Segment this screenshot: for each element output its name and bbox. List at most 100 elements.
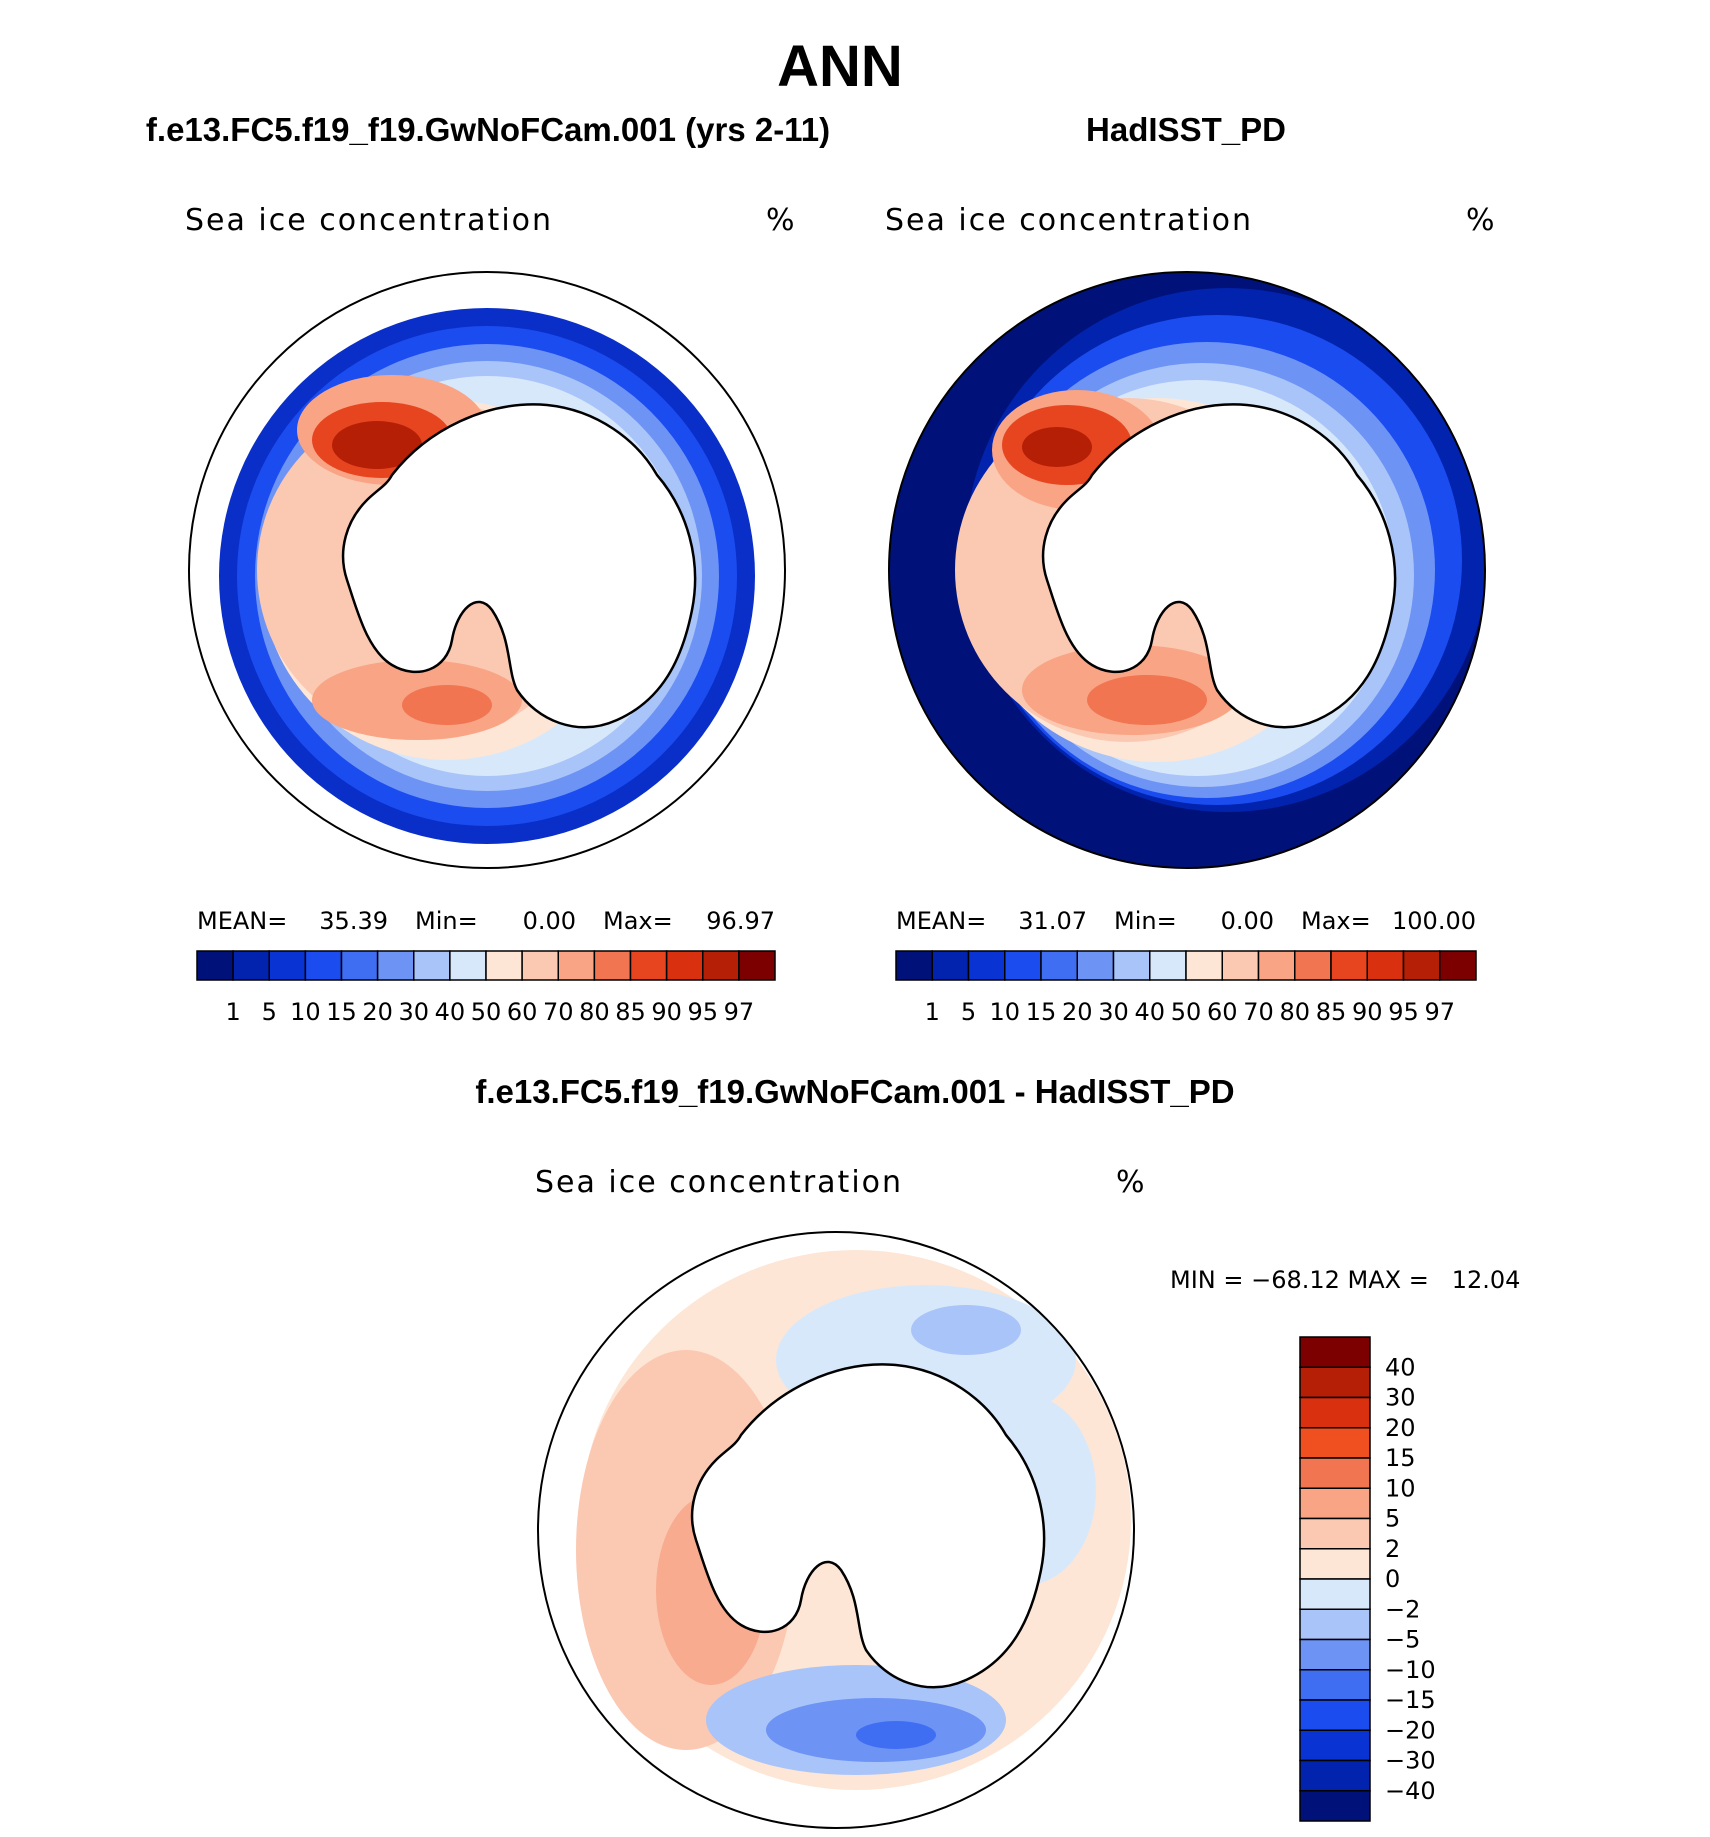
diff-title: f.e13.FC5.f19_f19.GwNoFCam.001 - HadISST… (475, 1073, 1234, 1110)
control-title: HadISST_PD (1086, 111, 1286, 148)
diff-variable-label: Sea ice concentration (535, 1165, 903, 1200)
diff-colorbar-tick-label: −40 (1385, 1777, 1436, 1805)
control-colorbar-swatch (1221, 950, 1260, 981)
control-colorbar-tick-label: 1 (925, 998, 940, 1026)
case-colorbar-swatch (665, 950, 704, 981)
control-colorbar-swatch (1257, 950, 1296, 981)
diff-minmax: MIN = −68.12 MAX = 12.04 (1170, 1266, 1520, 1294)
case-colorbar-tick-label: 95 (687, 998, 718, 1026)
case-colorbar-tick-label: 50 (471, 998, 502, 1026)
diff-colorbar-tick-label: 15 (1385, 1444, 1416, 1472)
case-units-label: % (766, 203, 797, 238)
case-colorbar-swatch (557, 950, 596, 981)
control-colorbar-tick-label: 5 (961, 998, 976, 1026)
diff-colorbar-tick-label: −5 (1385, 1626, 1420, 1654)
svg-text:35.39: 35.39 (319, 907, 388, 935)
control-colorbar-tick-label: 80 (1279, 998, 1310, 1026)
diff-colorbar-tick-label: 20 (1385, 1414, 1416, 1442)
control-colorbar-tick-label: 85 (1316, 998, 1347, 1026)
control-stats: MEAN= 31.07 Min= 0.00 Max= 100.00 (896, 907, 1476, 935)
case-stats: MEAN= 35.39 Min= 0.00 Max= 96.97 (197, 907, 775, 935)
control-colorbar-swatch (1294, 950, 1332, 981)
case-colorbar-swatch (376, 950, 415, 981)
case-colorbar-swatch (702, 950, 740, 981)
case-colorbar: 1 5 10 15 20 30 40 50 60 70 80 85 90 95 97 (196, 950, 776, 1026)
diff-colorbar-tick-label: 2 (1385, 1535, 1400, 1563)
control-colorbar-swatch (931, 950, 970, 981)
svg-text:100.00: 100.00 (1392, 907, 1476, 935)
control-colorbar-swatch (1004, 950, 1042, 981)
control-colorbar-tick-label: 10 (989, 998, 1020, 1026)
diff-colorbar-tick-label: 0 (1385, 1565, 1400, 1593)
control-colorbar-tick-label: 97 (1424, 998, 1455, 1026)
case-colorbar-tick-label: 1 (225, 998, 240, 1026)
case-colorbar-tick-label: 97 (724, 998, 755, 1026)
svg-text:Max=: Max= (1301, 907, 1371, 935)
control-colorbar-tick-label: 15 (1026, 998, 1057, 1026)
svg-text:Min=: Min= (1114, 907, 1177, 935)
svg-text:MEAN=: MEAN= (896, 907, 986, 935)
control-colorbar-tick-label: 95 (1388, 998, 1419, 1026)
control-colorbar-tick-label: 40 (1134, 998, 1165, 1026)
svg-text:Min=: Min= (415, 907, 478, 935)
diff-colorbar-swatch (1299, 1608, 1371, 1641)
control-colorbar-tick-label: 30 (1098, 998, 1129, 1026)
case-colorbar-tick-label: 5 (262, 998, 277, 1026)
season-title: ANN (777, 34, 903, 99)
control-colorbar-swatch (1040, 950, 1078, 981)
control-variable-label: Sea ice concentration (885, 203, 1253, 238)
control-colorbar-swatch (1366, 950, 1405, 981)
control-colorbar: 1 5 10 15 20 30 40 50 60 70 80 85 90 95 97 (895, 950, 1477, 1026)
diff-colorbar-tick-label: −2 (1385, 1595, 1420, 1623)
case-colorbar-swatch (413, 950, 451, 981)
svg-text:96.97: 96.97 (706, 907, 775, 935)
diff-colorbar-swatch (1299, 1457, 1371, 1489)
control-colorbar-swatch (1185, 950, 1223, 981)
control-colorbar-swatch (1439, 950, 1477, 981)
case-colorbar-tick-label: 85 (615, 998, 646, 1026)
case-colorbar-tick-label: 40 (435, 998, 466, 1026)
case-colorbar-swatch (738, 950, 776, 981)
case-colorbar-tick-label: 90 (651, 998, 682, 1026)
diff-colorbar-swatch (1299, 1366, 1371, 1399)
diff-colorbar-swatch (1299, 1790, 1371, 1822)
diff-colorbar-swatch (1299, 1336, 1371, 1368)
svg-text:MEAN=: MEAN= (197, 907, 287, 935)
diff-colorbar-tick-label: 5 (1385, 1505, 1400, 1533)
case-variable-label: Sea ice concentration (185, 203, 553, 238)
svg-text:31.07: 31.07 (1018, 907, 1087, 935)
case-map (188, 271, 786, 869)
case-colorbar-tick-label: 70 (543, 998, 574, 1026)
control-colorbar-tick-label: 70 (1243, 998, 1274, 1026)
control-colorbar-swatch (1149, 950, 1187, 981)
control-colorbar-swatch (1402, 950, 1441, 981)
diff-colorbar-swatch (1299, 1638, 1371, 1671)
control-colorbar-tick-label: 50 (1171, 998, 1202, 1026)
diff-colorbar-swatch (1299, 1548, 1371, 1580)
diff-colorbar-swatch (1299, 1729, 1371, 1762)
case-colorbar-swatch (232, 950, 270, 981)
diff-colorbar-swatch (1299, 1517, 1371, 1550)
case-colorbar-swatch (485, 950, 523, 981)
diff-colorbar-tick-label: 40 (1385, 1353, 1416, 1381)
diff-colorbar-tick-label: −20 (1385, 1716, 1436, 1744)
control-colorbar-tick-label: 60 (1207, 998, 1238, 1026)
control-colorbar-tick-label: 20 (1062, 998, 1093, 1026)
control-colorbar-swatch (1076, 950, 1115, 981)
diff-colorbar-swatch (1299, 1396, 1371, 1429)
control-colorbar-swatch (895, 950, 933, 981)
case-colorbar-swatch (304, 950, 343, 981)
control-colorbar-tick-label: 90 (1352, 998, 1383, 1026)
diff-colorbar-tick-label: −30 (1385, 1747, 1436, 1775)
control-colorbar-swatch (1112, 950, 1151, 981)
diff-colorbar-tick-label: 10 (1385, 1474, 1416, 1502)
case-colorbar-tick-label: 60 (507, 998, 538, 1026)
case-colorbar-swatch (268, 950, 307, 981)
diff-colorbar-tick-label: 30 (1385, 1384, 1416, 1412)
case-colorbar-swatch (449, 950, 487, 981)
diff-colorbar-swatch (1299, 1699, 1371, 1731)
case-colorbar-swatch (593, 950, 632, 981)
svg-text:0.00: 0.00 (1221, 907, 1274, 935)
control-colorbar-swatch (967, 950, 1006, 981)
